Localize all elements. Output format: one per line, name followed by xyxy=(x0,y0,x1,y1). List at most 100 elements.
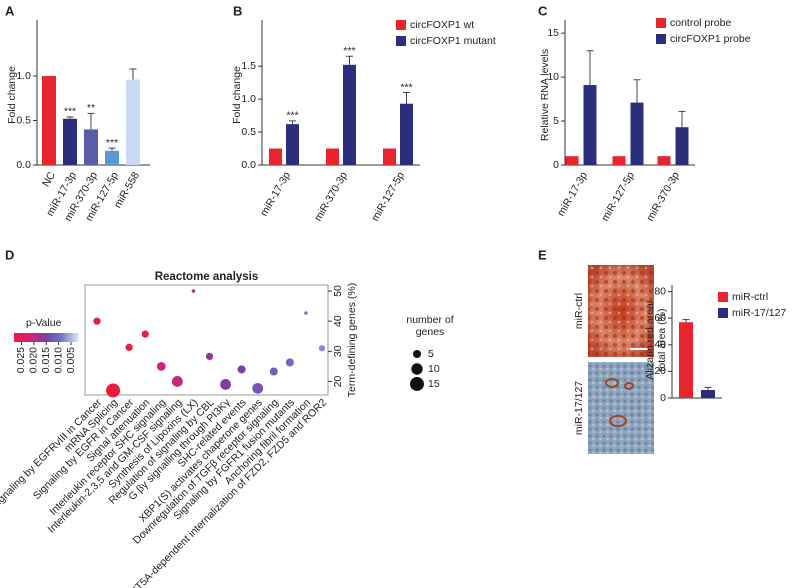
y-tick-label: 20 xyxy=(332,375,344,387)
y-tick-label: 0.5 xyxy=(241,126,256,138)
bar xyxy=(400,103,413,165)
panel-letter: E xyxy=(538,247,547,262)
colorbar-cell xyxy=(34,333,38,342)
size-legend-label: 10 xyxy=(428,363,440,375)
legend-swatch xyxy=(718,308,728,318)
x-tick-label: miR-17-3p xyxy=(555,170,590,219)
colorbar-cell xyxy=(14,333,17,342)
bubble xyxy=(106,383,121,398)
stain-spot xyxy=(605,378,619,388)
bubble xyxy=(220,379,231,390)
bar xyxy=(63,118,77,165)
colorbar-cell xyxy=(22,333,25,342)
colorbar-cell xyxy=(76,333,79,342)
colorbar-cell xyxy=(71,333,75,342)
y-tick-label: 10 xyxy=(547,71,559,83)
bar xyxy=(679,322,693,398)
bar xyxy=(42,76,56,165)
bar xyxy=(612,156,626,165)
annotation: ** xyxy=(87,102,95,114)
bubble xyxy=(156,361,166,371)
annotation: *** xyxy=(64,106,76,118)
y-tick-label: 0.0 xyxy=(241,159,256,171)
y-tick-label: 0.0 xyxy=(16,159,31,171)
colorbar-cell xyxy=(42,333,46,342)
colorbar-cell xyxy=(16,333,19,342)
colorbar-tick-label: 0.025 xyxy=(15,347,27,373)
y-tick-label: 15 xyxy=(547,27,559,39)
y-axis-label: Relative RNA levels xyxy=(539,49,551,141)
y-tick-label: 60 xyxy=(654,312,666,324)
annotation: *** xyxy=(286,110,298,122)
image-label: miR-17/127 xyxy=(573,381,585,435)
y-tick-label: 50 xyxy=(332,285,344,297)
size-legend-dot xyxy=(410,377,424,391)
colorbar-cell xyxy=(28,333,32,342)
bubble xyxy=(205,352,214,361)
legend-label: control probe xyxy=(670,17,731,29)
colorbar-cell xyxy=(20,333,23,342)
stain-texture xyxy=(588,265,654,357)
plot-frame xyxy=(84,284,329,396)
colorbar-tick-label: 0.010 xyxy=(52,347,64,373)
colorbar-cell xyxy=(73,333,77,342)
colorbar-cell xyxy=(57,333,60,342)
y-axis-label: Alizarin red area/ xyxy=(644,300,656,379)
size-legend-dot xyxy=(412,349,422,359)
y-tick-label: 30 xyxy=(332,345,344,357)
size-legend-label: 5 xyxy=(428,348,434,360)
bar xyxy=(126,79,140,165)
bubble xyxy=(171,376,183,387)
x-tick-label: miR-127-5p xyxy=(599,170,637,224)
legend-swatch xyxy=(656,18,666,28)
bar xyxy=(701,390,715,398)
y-tick-label: 20 xyxy=(654,365,666,377)
bubble xyxy=(141,330,149,338)
x-tick-label: miR-17-3p xyxy=(258,170,293,219)
y-axis-label: Fold change xyxy=(231,66,243,124)
colorbar-tick-label: 0.020 xyxy=(28,347,40,373)
legend-label: miR-ctrl xyxy=(732,291,768,303)
colorbar-title: p-Value xyxy=(26,317,62,329)
y-tick-label: 1.5 xyxy=(241,60,256,72)
colorbar-cell xyxy=(47,333,50,342)
panel-letter: C xyxy=(538,3,548,18)
colorbar-cell xyxy=(24,333,27,342)
y-tick-label: 0.5 xyxy=(16,114,31,126)
colorbar-cell xyxy=(38,333,42,342)
bar xyxy=(343,64,356,165)
bar xyxy=(583,85,597,165)
colorbar-cell xyxy=(65,333,69,342)
size-legend-title: number of xyxy=(406,314,453,326)
bar xyxy=(383,148,396,165)
bar xyxy=(675,127,689,165)
x-tick-label: miR-370-3p xyxy=(312,170,350,224)
legend-label: circFOXP1 wt xyxy=(410,19,474,31)
colorbar-cell xyxy=(67,333,71,342)
colorbar-cell xyxy=(69,333,73,342)
bar xyxy=(286,124,299,165)
colorbar-cell xyxy=(30,333,34,342)
annotation: *** xyxy=(106,137,118,149)
stain-spot xyxy=(609,415,627,427)
stain-image-treated xyxy=(588,362,654,454)
legend-swatch xyxy=(656,34,666,44)
bubble xyxy=(93,317,101,325)
y-tick-label: 1.0 xyxy=(241,93,256,105)
size-legend-title: genes xyxy=(416,326,445,338)
legend-label: circFOXP1 mutant xyxy=(410,35,496,47)
colorbar-cell xyxy=(40,333,44,342)
x-tick-label: miR-370-3p xyxy=(644,170,682,224)
bubble xyxy=(125,343,133,351)
colorbar-cell xyxy=(26,333,29,342)
legend-label: miR-17/127 xyxy=(732,307,786,319)
colorbar-cell xyxy=(61,333,65,342)
y-tick-label: 1.0 xyxy=(16,70,31,82)
y-axis-label: Fold change xyxy=(6,66,18,124)
colorbar-tick-label: 0.015 xyxy=(40,347,52,373)
panel-letter: A xyxy=(5,3,15,18)
legend-swatch xyxy=(396,36,406,46)
bubble xyxy=(285,358,294,367)
y-tick-label: 40 xyxy=(332,315,344,327)
